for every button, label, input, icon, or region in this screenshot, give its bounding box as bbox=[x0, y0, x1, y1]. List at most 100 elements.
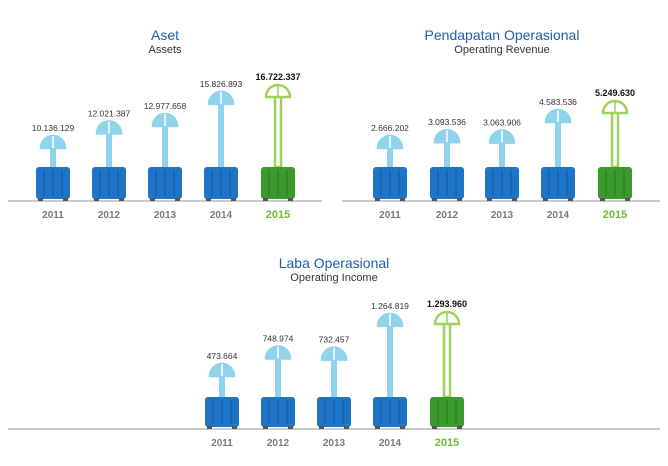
bar-2015: 5.249.630 2015 bbox=[595, 88, 635, 221]
chart-title: Aset bbox=[151, 27, 179, 43]
bar-2011: 473.664 2011 bbox=[205, 351, 239, 449]
wheel-right bbox=[512, 198, 517, 201]
handle-stem bbox=[218, 102, 224, 167]
wheel-left bbox=[150, 198, 155, 201]
value-label: 1.293.960 bbox=[427, 299, 467, 309]
tick-label: 2012 bbox=[267, 438, 290, 449]
wheel-left bbox=[600, 198, 605, 201]
handle-stem bbox=[555, 121, 561, 167]
tick-label: 2014 bbox=[379, 438, 402, 449]
tick-label: 2012 bbox=[98, 210, 121, 221]
wheel-left bbox=[38, 198, 43, 201]
wheel-left bbox=[375, 426, 380, 429]
handle-stem bbox=[50, 147, 56, 167]
bar-2012: 3.093.536 2012 bbox=[428, 117, 466, 221]
handle-stem bbox=[219, 375, 225, 397]
wheel-left bbox=[94, 198, 99, 201]
value-label: 2.666.202 bbox=[371, 123, 409, 133]
wheel-left bbox=[206, 198, 211, 201]
wheel-left bbox=[432, 426, 437, 429]
tick-label: 2011 bbox=[42, 210, 64, 221]
wheel-right bbox=[568, 198, 573, 201]
value-label: 473.664 bbox=[207, 351, 238, 361]
tick-label: 2011 bbox=[211, 438, 233, 449]
handle-stem bbox=[275, 357, 281, 397]
value-label: 748.974 bbox=[263, 334, 294, 344]
bar-2013: 3.063.906 2013 bbox=[483, 118, 521, 221]
value-label: 15.826.893 bbox=[200, 79, 243, 89]
bar-2014: 4.583.536 2014 bbox=[539, 97, 577, 221]
value-label: 16.722.337 bbox=[255, 72, 300, 82]
chart-title: Pendapatan Operasional bbox=[425, 27, 580, 43]
wheel-left bbox=[432, 198, 437, 201]
handle-stem bbox=[387, 324, 393, 397]
wheel-left bbox=[375, 198, 380, 201]
handle-stem bbox=[444, 141, 450, 167]
tick-label: 2015 bbox=[603, 209, 627, 221]
bar-2014: 1.264.819 2014 bbox=[371, 301, 409, 449]
value-label: 3.063.906 bbox=[483, 118, 521, 128]
bar-2015: 16.722.337 2015 bbox=[255, 72, 300, 221]
value-label: 3.093.536 bbox=[428, 117, 466, 127]
bar-2015: 1.293.960 2015 bbox=[427, 299, 467, 449]
handle-stem bbox=[610, 110, 620, 169]
wheel-left bbox=[487, 198, 492, 201]
chart-title: Laba Operasional bbox=[279, 255, 390, 271]
chart-subtitle: Operating Revenue bbox=[454, 44, 549, 56]
handle-stem bbox=[331, 358, 337, 397]
bar-2014: 15.826.893 2014 bbox=[200, 79, 243, 221]
wheel-right bbox=[625, 198, 630, 201]
value-label: 1.264.819 bbox=[371, 301, 409, 311]
handle-stem bbox=[162, 124, 168, 167]
wheel-left bbox=[263, 198, 268, 201]
wheel-right bbox=[119, 198, 124, 201]
value-label: 10.136.129 bbox=[32, 123, 75, 133]
wheel-right bbox=[457, 426, 462, 429]
wheel-left bbox=[207, 426, 212, 429]
wheel-right bbox=[63, 198, 68, 201]
tick-label: 2013 bbox=[323, 438, 346, 449]
handle-stem bbox=[387, 147, 393, 167]
tick-label: 2012 bbox=[436, 210, 459, 221]
handle-stem bbox=[499, 141, 505, 167]
bar-2011: 2.666.202 2011 bbox=[371, 123, 409, 221]
bar-2012: 748.974 2012 bbox=[261, 334, 295, 449]
handle-stem bbox=[273, 94, 283, 169]
wheel-right bbox=[400, 426, 405, 429]
value-label: 5.249.630 bbox=[595, 88, 635, 98]
wheel-left bbox=[543, 198, 548, 201]
wheel-right bbox=[288, 198, 293, 201]
tick-label: 2014 bbox=[210, 210, 233, 221]
chart-subtitle: Assets bbox=[148, 44, 182, 56]
wheel-right bbox=[232, 426, 237, 429]
chart-subtitle: Operating Income bbox=[290, 272, 377, 284]
chart-panel-0: AsetAssets10.136.129201112.021.387201212… bbox=[8, 27, 322, 221]
bar-2012: 12.021.387 2012 bbox=[88, 108, 131, 221]
value-label: 12.021.387 bbox=[88, 108, 131, 118]
wheel-left bbox=[263, 426, 268, 429]
wheel-right bbox=[288, 426, 293, 429]
wheel-right bbox=[400, 198, 405, 201]
tick-label: 2013 bbox=[154, 210, 177, 221]
wheel-right bbox=[457, 198, 462, 201]
bar-2013: 732.457 2013 bbox=[317, 335, 351, 449]
value-label: 12.977.658 bbox=[144, 101, 187, 111]
bar-2013: 12.977.658 2013 bbox=[144, 101, 187, 221]
wheel-right bbox=[344, 426, 349, 429]
wheel-left bbox=[319, 426, 324, 429]
value-label: 732.457 bbox=[319, 335, 350, 345]
handle-stem bbox=[442, 321, 452, 399]
tick-label: 2014 bbox=[547, 210, 570, 221]
wheel-right bbox=[231, 198, 236, 201]
tick-label: 2015 bbox=[266, 209, 290, 221]
tick-label: 2013 bbox=[491, 210, 514, 221]
wheel-right bbox=[175, 198, 180, 201]
tick-label: 2015 bbox=[435, 437, 459, 449]
value-label: 4.583.536 bbox=[539, 97, 577, 107]
handle-stem bbox=[106, 132, 112, 167]
bar-2011: 10.136.129 2011 bbox=[32, 123, 75, 221]
tick-label: 2011 bbox=[379, 210, 401, 221]
